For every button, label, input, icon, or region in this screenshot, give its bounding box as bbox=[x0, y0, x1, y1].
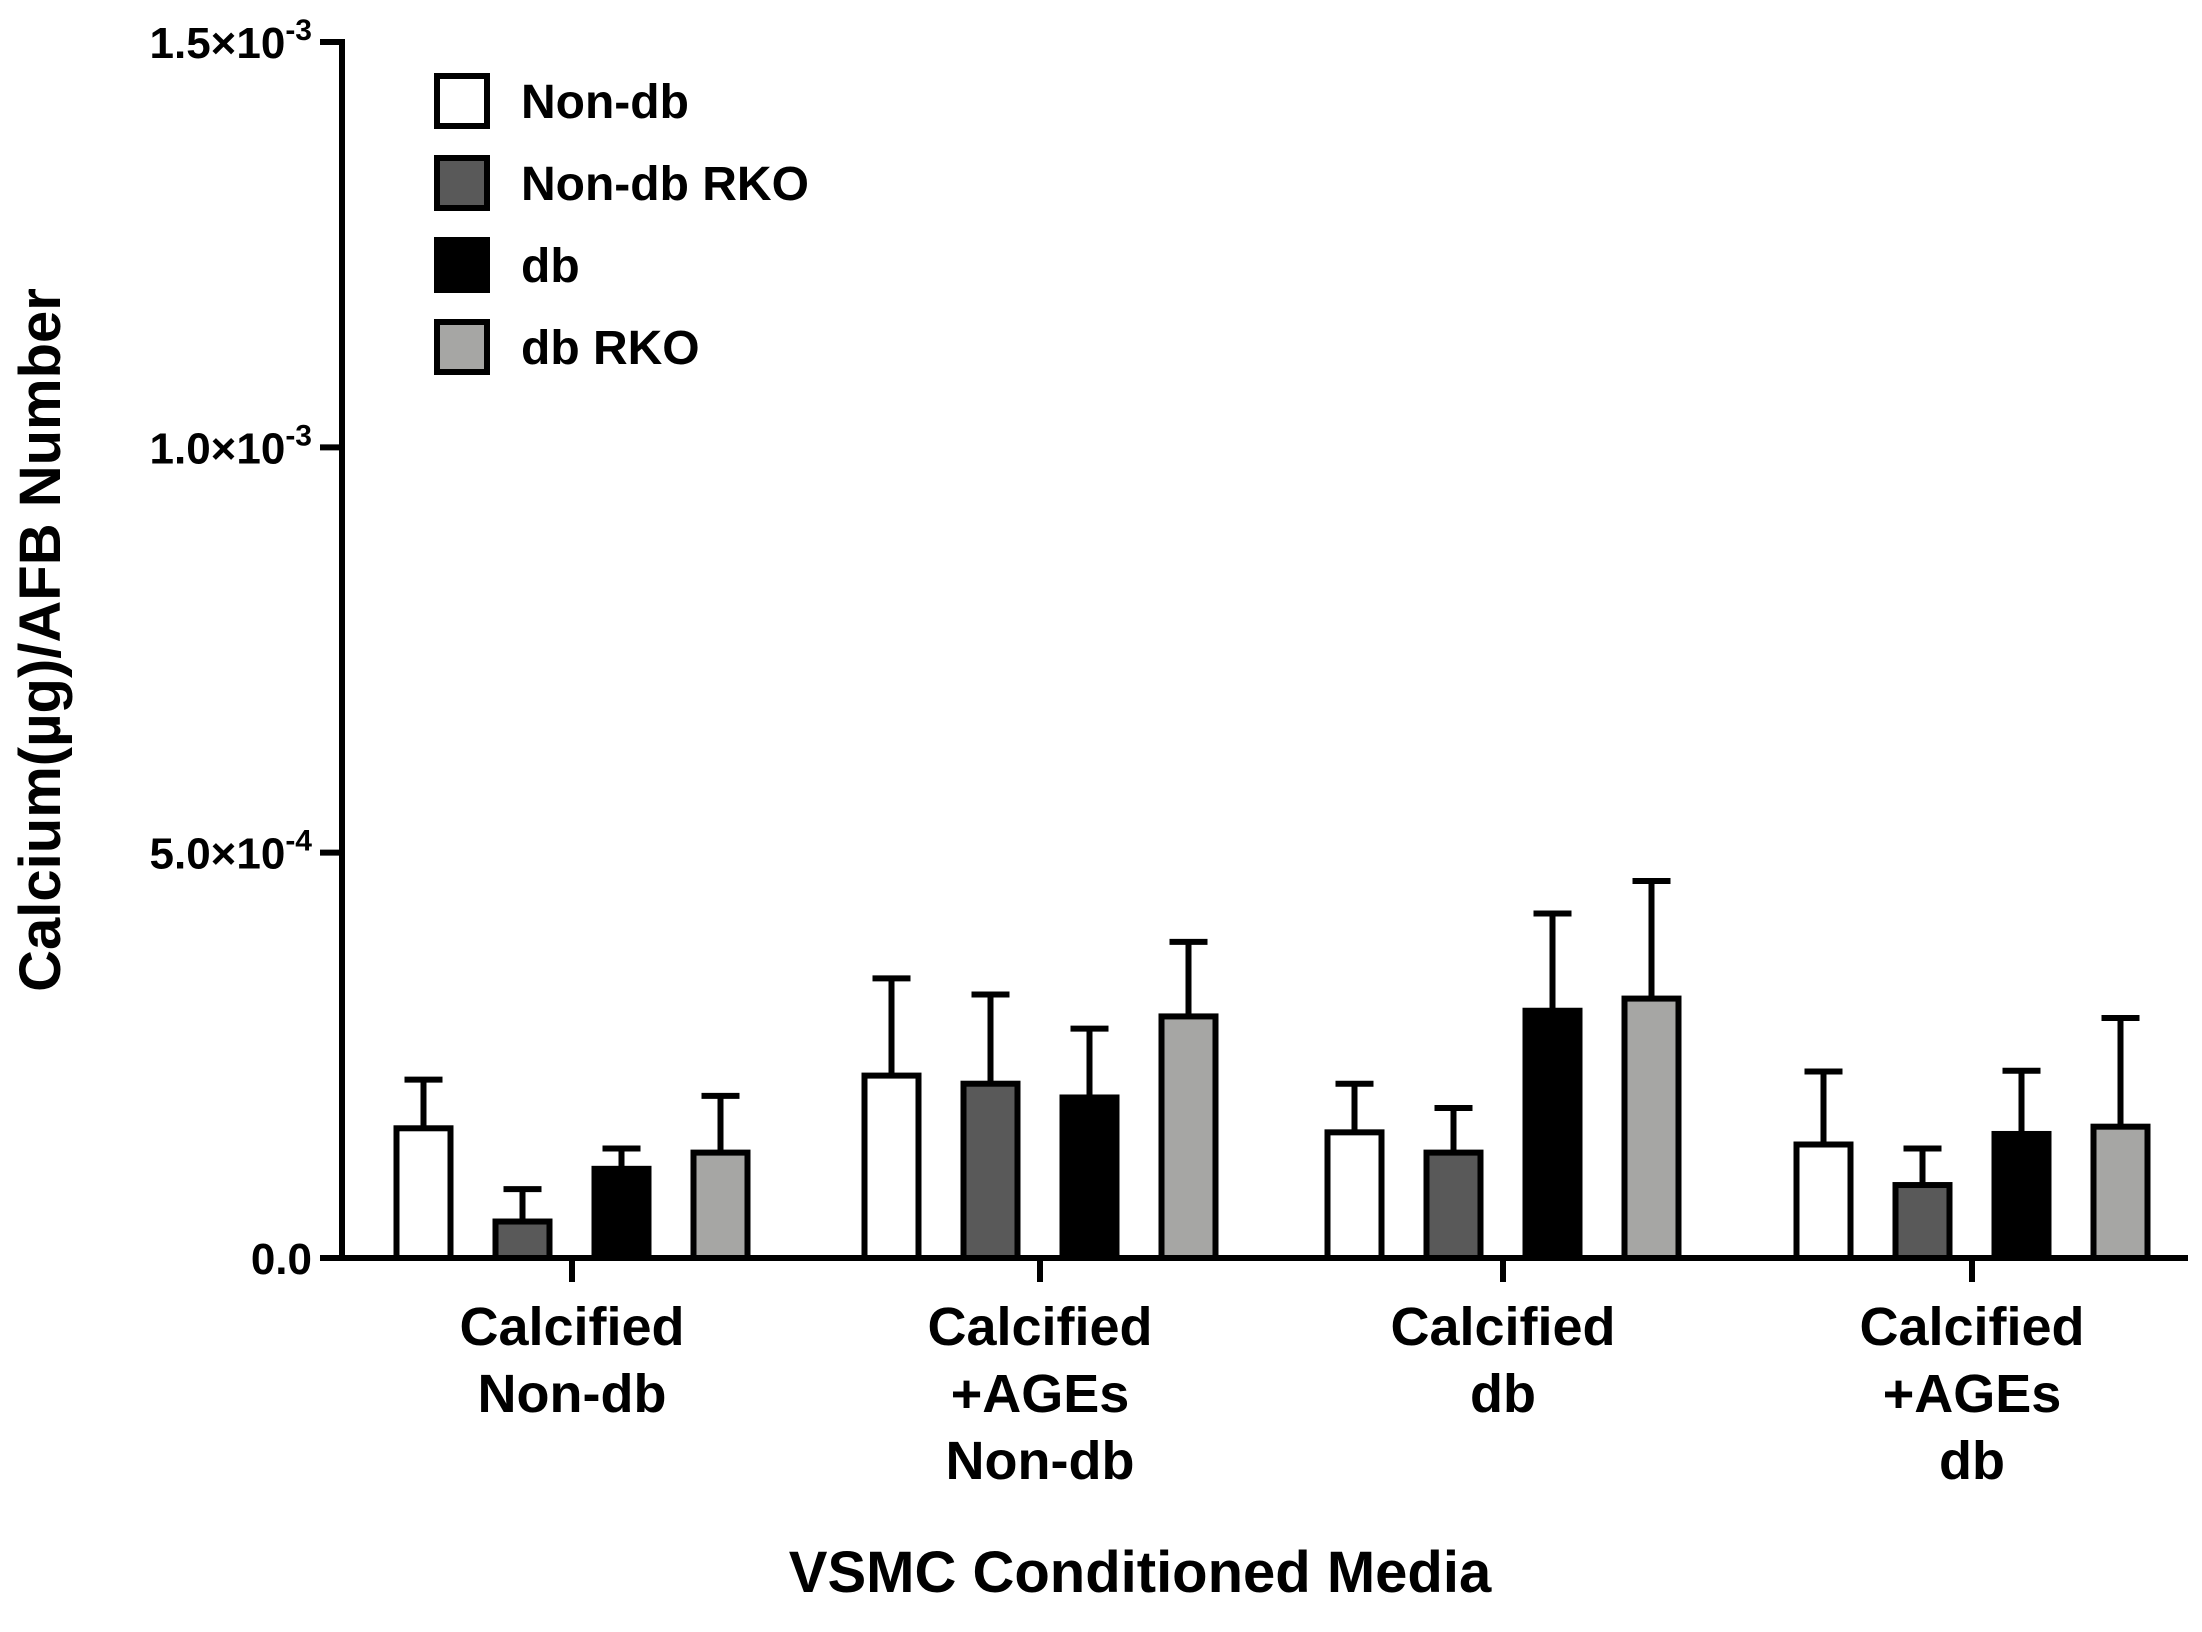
x-tick-label: Calcified bbox=[1390, 1297, 1615, 1357]
bar bbox=[492, 1218, 553, 1262]
bars bbox=[393, 995, 2151, 1262]
y-tick-label: 0.0 bbox=[251, 1235, 312, 1284]
bar bbox=[1423, 1149, 1484, 1261]
x-tick-label: +AGEs bbox=[1883, 1364, 2062, 1424]
x-axis-title: VSMC Conditioned Media bbox=[789, 1540, 1492, 1605]
y-axis-title: Calcium(µg)/AFB Number bbox=[8, 288, 73, 992]
y-tick-label: 5.0×10-4 bbox=[150, 825, 313, 879]
bar bbox=[1522, 1007, 1583, 1261]
legend-label: db RKO bbox=[521, 322, 700, 375]
legend-label: Non-db bbox=[521, 76, 689, 129]
error-bars bbox=[404, 878, 2140, 1222]
bar bbox=[591, 1165, 652, 1261]
legend-swatch bbox=[434, 237, 490, 293]
bar bbox=[393, 1125, 454, 1261]
x-tick-label: +AGEs bbox=[951, 1364, 1130, 1424]
bar bbox=[1892, 1182, 1953, 1262]
x-tick-label: db bbox=[1470, 1364, 1536, 1424]
y-tick-label: 1.5×10-3 bbox=[150, 14, 313, 68]
bar bbox=[1158, 1013, 1219, 1261]
legend-label: db bbox=[521, 240, 580, 293]
x-tick-label: Non-db bbox=[478, 1364, 667, 1424]
bar bbox=[1324, 1129, 1385, 1262]
legend: Non-db Non-db RKO db db RKO bbox=[434, 73, 809, 375]
bar bbox=[1059, 1094, 1120, 1262]
bar bbox=[2090, 1123, 2151, 1261]
legend-swatch bbox=[434, 155, 490, 211]
axes: 0.0 5.0×10-4 1.0×10-3 1.5×10-3 Calcified Non-… bbox=[150, 14, 2188, 1491]
bar bbox=[1991, 1130, 2052, 1262]
bar bbox=[1793, 1141, 1854, 1262]
legend-swatch bbox=[434, 73, 490, 129]
legend-label: Non-db RKO bbox=[521, 158, 809, 211]
bar bbox=[1621, 995, 1682, 1261]
bar bbox=[960, 1080, 1021, 1261]
x-tick-label: Calcified bbox=[1859, 1297, 2084, 1357]
bar bbox=[690, 1149, 751, 1261]
x-tick-label: Non-db bbox=[946, 1431, 1135, 1491]
legend-swatch bbox=[434, 319, 490, 375]
y-tick-label: 1.0×10-3 bbox=[150, 419, 313, 473]
bar bbox=[861, 1072, 922, 1261]
x-tick-label: db bbox=[1939, 1431, 2005, 1491]
x-tick-label: Calcified bbox=[927, 1297, 1152, 1357]
x-tick-label: Calcified bbox=[459, 1297, 684, 1357]
labels: VSMC Conditioned Media Calcium(µg)/AFB N… bbox=[8, 288, 1492, 1605]
